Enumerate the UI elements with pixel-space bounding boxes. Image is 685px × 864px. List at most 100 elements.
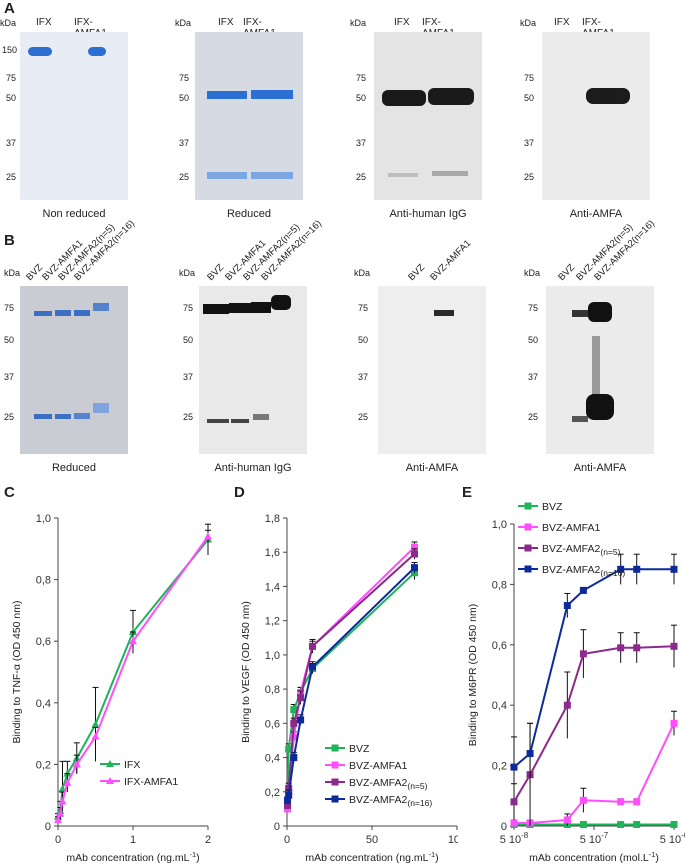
marker-label: 75 bbox=[183, 303, 194, 313]
kda-label: kDa bbox=[179, 268, 196, 278]
marker-label: 75 bbox=[6, 73, 17, 83]
blot-image bbox=[374, 32, 482, 200]
marker-label: 37 bbox=[179, 138, 190, 148]
marker-label: 37 bbox=[4, 372, 15, 382]
data-point bbox=[290, 733, 298, 741]
gel-band bbox=[88, 47, 106, 56]
legend-label-subscript: (n=16) bbox=[407, 798, 432, 808]
legend-label-subscript: (n=5) bbox=[600, 547, 620, 557]
data-point bbox=[284, 801, 292, 809]
data-point bbox=[411, 543, 418, 551]
blot-image bbox=[546, 286, 654, 454]
blot-band bbox=[586, 88, 630, 104]
x-tick-label: 5 10-6 bbox=[660, 831, 685, 846]
gel-band bbox=[207, 172, 247, 179]
blot-band bbox=[207, 419, 229, 423]
marker-label: 25 bbox=[6, 172, 17, 182]
legend-swatch-marker bbox=[106, 760, 114, 767]
kda-label: kDa bbox=[4, 268, 21, 278]
y-tick-label: 0,6 bbox=[36, 636, 51, 648]
panel-label-d: D bbox=[234, 484, 245, 501]
panel-label-b: B bbox=[4, 232, 15, 249]
y-tick-label: 1,0 bbox=[492, 519, 507, 531]
legend-swatch-marker bbox=[331, 778, 339, 786]
data-point bbox=[563, 816, 571, 824]
x-axis-label: mAb concentration (mol.L-1) bbox=[529, 850, 659, 864]
blot-band bbox=[253, 414, 269, 420]
y-tick-label: 1,0 bbox=[265, 650, 280, 662]
y-axis-label: Binding to M6PR (OD 450 nm) bbox=[467, 604, 479, 746]
marker-label: 75 bbox=[528, 303, 539, 313]
x-axis-label-exponent: -1 bbox=[189, 850, 196, 859]
x-axis-label-exponent: -1 bbox=[649, 850, 656, 859]
data-point bbox=[633, 820, 641, 828]
gel-band bbox=[207, 91, 247, 99]
kda-label: kDa bbox=[354, 268, 371, 278]
data-point bbox=[297, 716, 305, 724]
gel-band bbox=[93, 303, 109, 311]
kda-label: kDa bbox=[524, 268, 541, 278]
data-point bbox=[411, 550, 418, 558]
data-point bbox=[411, 564, 418, 572]
data-point bbox=[309, 642, 316, 650]
panel-label-e: E bbox=[462, 484, 473, 501]
marker-label: 75 bbox=[4, 303, 15, 313]
legend-swatch-marker bbox=[524, 502, 532, 510]
data-point bbox=[290, 706, 298, 714]
blot-band bbox=[572, 310, 588, 317]
marker-label: 37 bbox=[524, 138, 535, 148]
data-point bbox=[579, 586, 587, 594]
y-tick-label: 0,6 bbox=[492, 640, 507, 652]
x-axis-label-paren: ) bbox=[196, 852, 200, 864]
data-point bbox=[633, 565, 641, 573]
data-point bbox=[633, 644, 641, 652]
lane-label-ifx: IFX bbox=[394, 17, 410, 28]
data-point bbox=[579, 820, 587, 828]
data-point bbox=[617, 798, 625, 806]
legend-swatch-marker bbox=[331, 744, 339, 752]
y-tick-label: 0 bbox=[274, 821, 280, 833]
legend-swatch-marker bbox=[524, 523, 532, 531]
gel-band bbox=[34, 311, 52, 316]
data-point bbox=[510, 819, 518, 827]
blot-caption: Anti-human IgG bbox=[389, 208, 467, 220]
legend-label: IFX-AMFA1 bbox=[124, 776, 178, 788]
gel-band bbox=[55, 414, 71, 419]
data-point bbox=[510, 798, 518, 806]
marker-label: 25 bbox=[356, 172, 367, 182]
y-tick-label: 0,8 bbox=[265, 684, 280, 696]
gel-band bbox=[55, 310, 71, 316]
legend-label-subscript: (n=16) bbox=[600, 568, 625, 578]
marker-label: 50 bbox=[358, 335, 369, 345]
marker-label: 25 bbox=[358, 412, 369, 422]
data-point bbox=[670, 820, 678, 828]
y-tick-label: 0,4 bbox=[36, 698, 51, 710]
y-tick-label: 0 bbox=[501, 821, 507, 833]
marker-label: 25 bbox=[183, 412, 194, 422]
blot-band bbox=[231, 419, 249, 423]
marker-label: 50 bbox=[356, 93, 367, 103]
blot-band bbox=[588, 302, 612, 322]
blot-image bbox=[199, 286, 307, 454]
data-point bbox=[297, 694, 305, 702]
data-point bbox=[56, 809, 65, 817]
y-tick-label: 1,2 bbox=[265, 616, 280, 628]
series-line bbox=[513, 568, 674, 768]
blot-caption: Anti-AMFA bbox=[405, 462, 459, 474]
data-point bbox=[91, 720, 100, 728]
y-tick-label: 0 bbox=[45, 821, 51, 833]
data-point bbox=[563, 701, 571, 709]
blot-band bbox=[592, 336, 600, 406]
y-tick-label: 1,8 bbox=[265, 513, 280, 525]
chart-e: 0 0,2 0,4 0,6 0,8 1,0 5 10-8 5 10-7 5 10-6mAb co… bbox=[467, 501, 685, 864]
x-tick-label: 5 10-8 bbox=[500, 831, 529, 846]
gel-band bbox=[34, 414, 52, 419]
gel-band bbox=[93, 403, 109, 413]
marker-label: 37 bbox=[6, 138, 17, 148]
lane-label-ifx: IFX bbox=[218, 17, 234, 28]
blot-caption: Reduced bbox=[51, 462, 97, 474]
data-point bbox=[204, 532, 212, 540]
marker-label: 50 bbox=[524, 93, 535, 103]
y-tick-label: 0,4 bbox=[492, 700, 507, 712]
blot-caption: Reduced bbox=[226, 208, 272, 220]
